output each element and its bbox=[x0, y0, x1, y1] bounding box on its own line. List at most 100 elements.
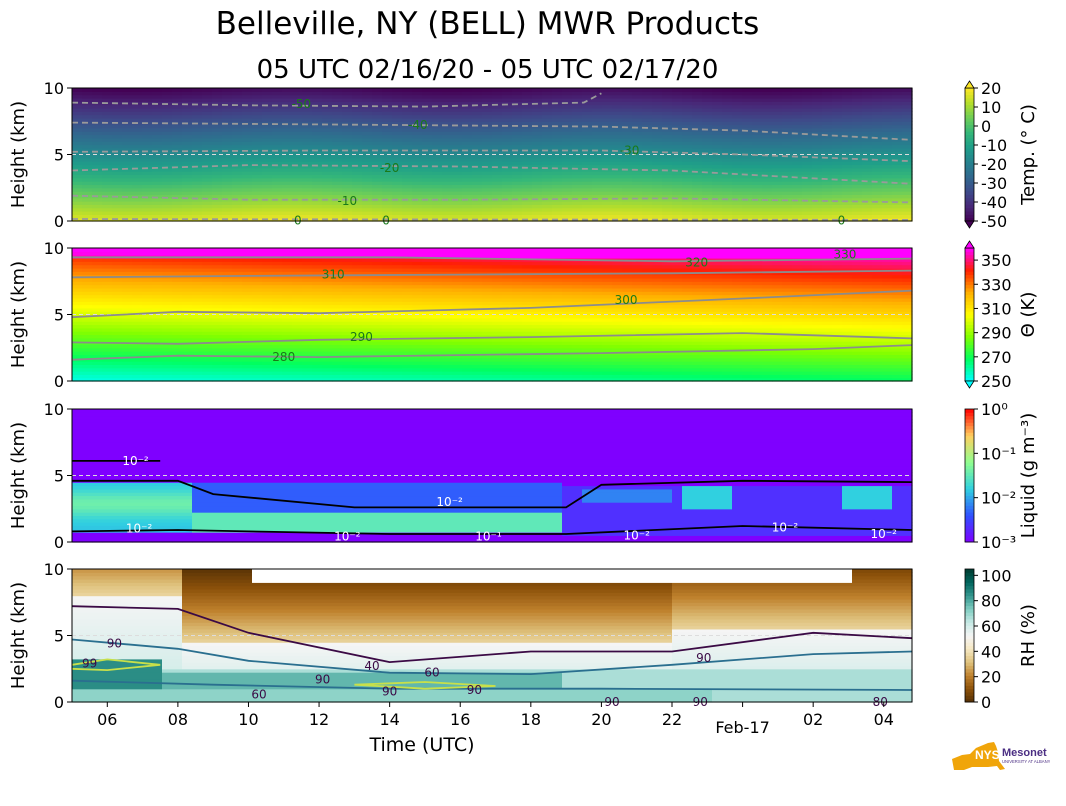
heatmap-cell bbox=[382, 201, 393, 205]
heatmap-cell bbox=[312, 161, 323, 166]
heatmap-cell bbox=[362, 201, 373, 205]
heatmap-cell bbox=[422, 141, 433, 146]
heatmap-cell bbox=[492, 184, 503, 189]
heatmap-cell bbox=[422, 94, 433, 99]
heatmap-cell bbox=[212, 114, 223, 119]
heatmap-cell bbox=[462, 114, 473, 119]
heatmap-cell bbox=[452, 94, 463, 99]
heatmap-cell bbox=[192, 151, 203, 156]
heatmap-cell bbox=[422, 117, 433, 122]
heatmap-cell bbox=[372, 191, 383, 195]
heatmap-cell bbox=[232, 141, 243, 146]
heatmap-cell bbox=[502, 177, 513, 182]
heatmap-cell bbox=[302, 141, 313, 146]
colorbar-segment bbox=[965, 117, 974, 122]
heatmap-cell bbox=[272, 88, 283, 92]
heatmap-cell bbox=[372, 201, 383, 205]
heatmap-cell bbox=[472, 107, 483, 112]
heatmap-cell bbox=[202, 161, 213, 166]
heatmap-cell bbox=[142, 181, 153, 186]
heatmap-cell bbox=[482, 204, 493, 209]
heatmap-cell bbox=[182, 147, 193, 152]
heatmap-cell bbox=[152, 97, 163, 102]
heatmap-cell bbox=[472, 94, 483, 99]
heatmap-cell bbox=[182, 167, 193, 172]
heatmap-cell bbox=[342, 141, 353, 146]
heatmap-cell bbox=[182, 177, 193, 182]
heatmap-cell bbox=[82, 97, 93, 102]
heatmap-cell bbox=[352, 107, 363, 112]
heatmap-cell bbox=[482, 157, 493, 162]
heatmap-cell bbox=[432, 141, 443, 146]
heatmap-cell bbox=[152, 154, 163, 159]
heatmap-cell bbox=[472, 104, 483, 109]
heatmap-cell bbox=[422, 97, 433, 102]
heatmap-cell bbox=[202, 191, 213, 195]
heatmap-cell bbox=[122, 154, 133, 159]
heatmap-cell bbox=[472, 201, 483, 205]
heatmap-cell bbox=[772, 88, 783, 92]
heatmap-cell bbox=[392, 204, 403, 209]
heatmap-cell bbox=[112, 117, 123, 122]
heatmap-cell bbox=[442, 204, 453, 209]
heatmap-cell bbox=[302, 101, 313, 106]
heatmap-cell bbox=[182, 207, 193, 212]
heatmap-cell bbox=[402, 181, 413, 186]
heatmap-cell bbox=[482, 151, 493, 156]
heatmap-cell bbox=[232, 201, 243, 205]
heatmap-cell bbox=[502, 88, 513, 92]
heatmap-cell bbox=[352, 121, 363, 126]
heatmap-cell bbox=[72, 187, 83, 192]
heatmap-cell bbox=[202, 137, 213, 142]
heatmap-cell bbox=[302, 144, 313, 149]
heatmap-cell bbox=[322, 131, 333, 136]
heatmap-cell bbox=[492, 134, 503, 139]
heatmap-cell bbox=[232, 111, 243, 116]
heatmap-cell bbox=[72, 177, 83, 182]
heatmap-cell bbox=[182, 137, 193, 142]
heatmap-cell bbox=[342, 204, 353, 209]
heatmap-cell bbox=[592, 88, 603, 92]
heatmap-cell bbox=[272, 141, 283, 146]
heatmap-cell bbox=[462, 131, 473, 136]
heatmap-cell bbox=[332, 97, 343, 102]
heatmap-cell bbox=[722, 88, 733, 92]
heatmap-cell bbox=[92, 97, 103, 102]
heatmap-cell bbox=[192, 107, 203, 112]
heatmap-cell bbox=[232, 97, 243, 102]
heatmap-cell bbox=[192, 161, 203, 166]
heatmap-cell bbox=[282, 121, 293, 126]
heatmap-cell bbox=[132, 181, 143, 186]
heatmap-cell bbox=[222, 201, 233, 205]
heatmap-cell bbox=[162, 157, 173, 162]
heatmap-cell bbox=[442, 154, 453, 159]
contour-label: -40 bbox=[408, 118, 428, 132]
heatmap-cell bbox=[512, 104, 523, 109]
heatmap-cell bbox=[392, 248, 403, 252]
heatmap-cell bbox=[82, 88, 93, 92]
heatmap-cell bbox=[892, 88, 903, 92]
heatmap-cell bbox=[292, 184, 303, 189]
heatmap-cell bbox=[282, 187, 293, 192]
heatmap-cell bbox=[132, 207, 143, 212]
heatmap-cell bbox=[402, 201, 413, 205]
heatmap-cell bbox=[432, 91, 443, 96]
heatmap-cell bbox=[122, 114, 133, 119]
heatmap-cell bbox=[482, 88, 493, 92]
heatmap-cell bbox=[102, 171, 113, 176]
heatmap-cell bbox=[352, 124, 363, 129]
heatmap-cell bbox=[282, 94, 293, 99]
heatmap-cell bbox=[212, 187, 223, 192]
heatmap-cell bbox=[382, 124, 393, 129]
heatmap-cell bbox=[232, 157, 243, 162]
heatmap-cell bbox=[462, 101, 473, 106]
heatmap-cell bbox=[402, 204, 413, 209]
heatmap-cell bbox=[312, 94, 323, 99]
heatmap-cell bbox=[452, 97, 463, 102]
heatmap-cell bbox=[192, 191, 203, 195]
heatmap-cell bbox=[142, 191, 153, 195]
heatmap-cell bbox=[362, 194, 373, 199]
heatmap-cell bbox=[412, 214, 423, 219]
heatmap-cell bbox=[372, 117, 383, 122]
heatmap-cell bbox=[142, 141, 153, 146]
